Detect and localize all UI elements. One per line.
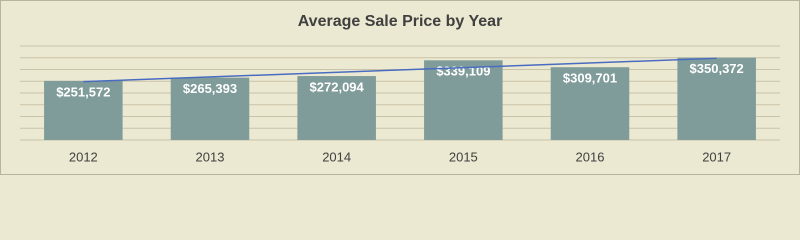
data-label: $339,109 xyxy=(436,64,490,79)
x-tick-label: 2017 xyxy=(702,149,731,164)
data-label: $272,094 xyxy=(310,79,365,94)
x-tick-label: 2014 xyxy=(322,149,351,164)
page: Average Sale Price by Year 2012 $251,572 2… xyxy=(0,0,800,175)
chart-title: Average Sale Price by Year xyxy=(298,13,503,30)
x-tick-label: 2015 xyxy=(449,149,478,164)
bar xyxy=(170,77,250,140)
bar xyxy=(550,67,630,140)
x-tick-label: 2013 xyxy=(196,149,225,164)
chart-frame xyxy=(0,0,800,175)
chart: Average Sale Price by Year 2012 $251,572 2… xyxy=(0,0,800,175)
bar xyxy=(297,76,376,140)
bar xyxy=(44,80,123,140)
trendline xyxy=(83,57,717,83)
x-tick-label: 2016 xyxy=(576,149,605,164)
bar xyxy=(677,57,756,140)
data-label: $265,393 xyxy=(183,81,237,96)
x-tick-label: 2012 xyxy=(69,149,98,164)
data-label: $251,572 xyxy=(56,84,110,99)
bar xyxy=(424,60,503,140)
data-label: $309,701 xyxy=(563,71,617,86)
data-label: $350,372 xyxy=(690,61,744,76)
